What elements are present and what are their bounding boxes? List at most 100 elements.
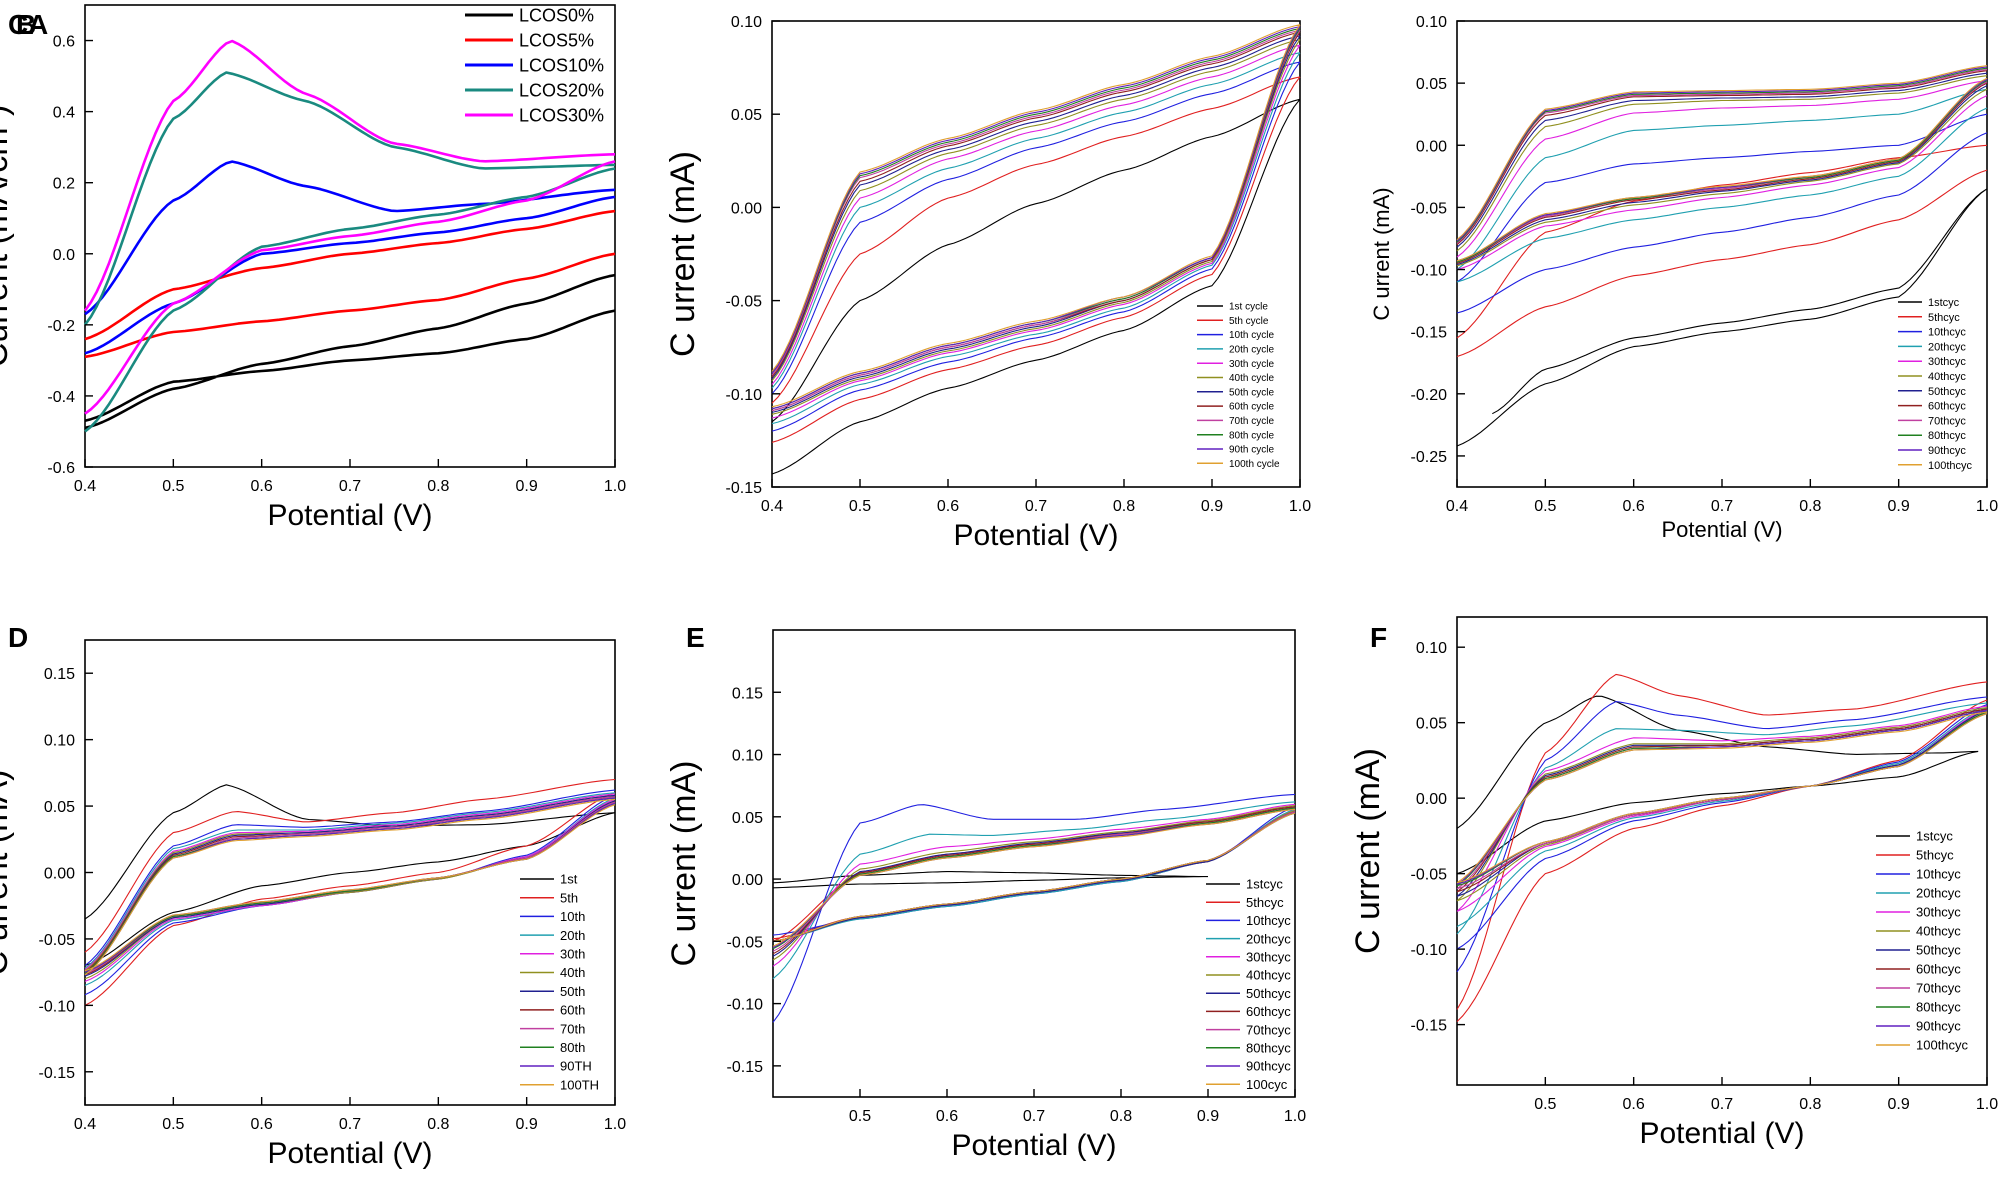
panel-D: D 0.4 0.5 0.6 0.7 0.8 0.9 1.0 -0.15 -0.10 -0.05 0.0… — [0, 622, 626, 1170]
y-tick-label: 0.05 — [1416, 76, 1447, 93]
y-axis-label: C urrent (mA) — [0, 770, 15, 976]
series-line-30thcyc — [1456, 705, 1988, 912]
legend-label: 70thcyc — [1246, 1022, 1291, 1037]
x-tick-label: 1.0 — [604, 478, 626, 495]
legend-label: 50th cycle — [1229, 387, 1274, 398]
legend-label: 50th — [560, 984, 585, 999]
x-tick-label: 0.6 — [936, 1108, 958, 1125]
x-axis-label: Potential (V) — [267, 499, 432, 532]
series-line-50thcycle — [771, 35, 1301, 413]
panel-E: E 0.5 0.6 0.7 0.8 0.9 1.0 -0.15 -0.10 -0.05 0.00 0.… — [665, 622, 1306, 1162]
y-tick-label: -0.20 — [1411, 387, 1448, 404]
legend-label: 10thcyc — [1246, 913, 1291, 928]
series-line-lcos5 — [84, 209, 616, 359]
legend-label: 60th — [560, 1003, 585, 1018]
series-line-90thcyc — [1456, 710, 1988, 885]
y-tick-label: 0.6 — [53, 34, 75, 51]
x-tick-label: 0.9 — [516, 1116, 538, 1133]
panel-B: B 0.4 0.5 0.6 0.7 0.8 0.9 1.0 -0.15 -0.10 -0.05 0.0… — [16, 9, 1311, 552]
y-tick-label: 0.05 — [1416, 716, 1447, 733]
legend-label: 10th — [560, 909, 585, 924]
series-line-1stcycle — [771, 98, 1301, 475]
legend-label: 90thcyc — [1928, 445, 1966, 457]
panel-C: C 0.4 0.5 0.6 0.7 0.8 0.9 1.0 -0.25 -0.20 -0.15 -0.… — [8, 9, 1998, 542]
legend-label: 30thcyc — [1246, 949, 1291, 964]
legend-label: 10th cycle — [1229, 330, 1274, 341]
x-tick-label: 0.4 — [74, 1116, 96, 1133]
legend: LCOS0% LCOS5% LCOS10% LCOS20% LCOS30% — [465, 5, 604, 125]
series-line-40thcyc — [1456, 707, 1988, 902]
legend-label: 1st — [560, 872, 578, 887]
legend: 1stcyc 5thcyc 10thcyc 20thcyc 30thcyc 40thcyc… — [1898, 297, 1973, 472]
y-tick-label: -0.15 — [726, 480, 763, 497]
series-line-40thcycle — [771, 39, 1301, 415]
legend-label: 20th cycle — [1229, 345, 1274, 356]
y-axis-label: C urrent (mA) — [1349, 748, 1387, 954]
plot-frame — [771, 20, 1301, 488]
y-tick-label: -0.05 — [726, 294, 763, 311]
series-line-lcos10 — [84, 160, 616, 355]
x-tick-label: 0.5 — [849, 1108, 871, 1125]
y-tick-label: -0.15 — [727, 1059, 764, 1076]
legend-label: 20thcyc — [1928, 341, 1966, 353]
legend-label: LCOS30% — [519, 105, 604, 125]
x-tick-label: 0.8 — [1799, 498, 1821, 515]
series-line-80thcyc — [772, 807, 1296, 950]
y-tick-label: -0.10 — [39, 998, 76, 1015]
legend-label: 30thcyc — [1916, 905, 1961, 920]
legend-label: 5th — [560, 890, 578, 905]
panel-letter: A — [28, 9, 48, 40]
legend-label: 90thcyc — [1246, 1059, 1291, 1074]
series-line-30thcyc — [1456, 80, 1988, 271]
x-tick-label: 0.7 — [1711, 1096, 1733, 1113]
x-axis-label: Potential (V) — [267, 1137, 432, 1170]
legend-label: 5thcyc — [1928, 312, 1960, 324]
x-tick-label: 0.5 — [1534, 1096, 1556, 1113]
y-tick-label: 0.10 — [44, 733, 75, 750]
legend-label: 50thcyc — [1928, 386, 1966, 398]
series-line-5thcyc — [1456, 673, 1988, 1022]
legend-label: 5th cycle — [1229, 316, 1269, 327]
y-tick-label: 0.05 — [731, 107, 762, 124]
y-tick-label: 0.10 — [732, 748, 763, 765]
x-tick-label: 0.8 — [427, 1116, 449, 1133]
legend: 1st cycle 5th cycle 10th cycle 20th cycle 30… — [1197, 302, 1280, 470]
x-tick-label: 0.8 — [1110, 1108, 1132, 1125]
legend-label: 80thcyc — [1246, 1040, 1291, 1055]
series-line-5thcyc — [1456, 144, 1988, 358]
y-tick-label: -0.15 — [1411, 325, 1448, 342]
legend-label: 10thcyc — [1928, 327, 1966, 339]
series-line-70thcyc — [1456, 710, 1988, 890]
series-line-lcos20 — [83, 71, 616, 433]
x-tick-label: 0.8 — [1799, 1096, 1821, 1113]
legend-label: LCOS20% — [519, 80, 604, 100]
legend-label: LCOS0% — [519, 5, 594, 25]
y-tick-label: 0.00 — [732, 872, 763, 889]
series-line-100thcyc — [1456, 711, 1988, 884]
series-line-5th — [84, 778, 616, 1006]
y-axis-label: C urrent (mA) — [664, 151, 702, 357]
legend-label: 90thcyc — [1916, 1019, 1961, 1034]
series-line-5thcycle — [771, 76, 1301, 443]
x-tick-label: 1.0 — [1976, 498, 1998, 515]
y-tick-label: -0.2 — [47, 318, 75, 335]
series-line-100thcycle — [771, 24, 1301, 408]
legend-label: LCOS5% — [519, 30, 594, 50]
y-axis-label: C urrent (mA) — [665, 761, 703, 967]
legend-label: 40thcyc — [1928, 371, 1966, 383]
x-tick-label: 0.9 — [1201, 498, 1223, 515]
legend-label: 40th cycle — [1229, 373, 1274, 384]
x-tick-label: 0.7 — [1025, 498, 1047, 515]
legend-label: 80thcyc — [1916, 1000, 1961, 1015]
legend-label: 60thcyc — [1916, 962, 1961, 977]
x-tick-label: 0.6 — [937, 498, 959, 515]
x-tick-label: 0.6 — [251, 478, 273, 495]
legend: 1stcyc 5thcyc 10thcyc 20thcyc 30thcyc 40thcyc… — [1206, 877, 1291, 1092]
panel-letter: C — [8, 9, 28, 40]
legend-label: 10thcyc — [1916, 867, 1961, 882]
series-line-20thcyc — [772, 801, 1296, 980]
series-line-lcos0 — [84, 273, 616, 430]
series-line-100thcyc — [1456, 65, 1988, 262]
legend-label: 30thcyc — [1928, 356, 1966, 368]
plot-frame — [772, 629, 1296, 1098]
